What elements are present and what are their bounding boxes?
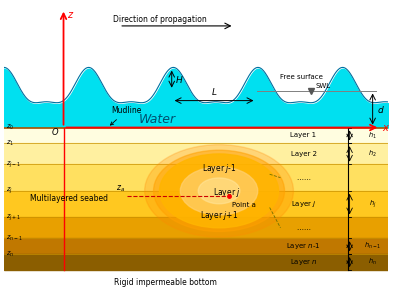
Ellipse shape bbox=[160, 154, 278, 228]
Text: Water: Water bbox=[139, 113, 176, 126]
Text: Point a: Point a bbox=[232, 202, 256, 208]
Bar bbox=[4, 164, 388, 191]
Text: Direction of propagation: Direction of propagation bbox=[114, 15, 207, 24]
Text: Layer $n$: Layer $n$ bbox=[290, 257, 317, 267]
Text: Free surface: Free surface bbox=[280, 74, 323, 80]
Text: $O$: $O$ bbox=[52, 126, 60, 138]
Bar bbox=[4, 128, 388, 143]
Text: $z_0$: $z_0$ bbox=[6, 123, 14, 132]
Text: $z_j$: $z_j$ bbox=[6, 186, 13, 196]
Text: $h_n$: $h_n$ bbox=[368, 257, 377, 267]
Bar bbox=[4, 238, 388, 254]
Text: Layer $j$: Layer $j$ bbox=[213, 186, 241, 199]
Text: $d$: $d$ bbox=[377, 104, 385, 114]
Text: Mudline: Mudline bbox=[110, 106, 142, 125]
Bar bbox=[4, 254, 388, 270]
Bar bbox=[4, 143, 388, 164]
Text: $x$: $x$ bbox=[382, 123, 390, 133]
Text: $\cdots\cdots$: $\cdots\cdots$ bbox=[296, 175, 311, 181]
Text: Layer $j$+1: Layer $j$+1 bbox=[200, 209, 238, 223]
Text: Layer $j$: Layer $j$ bbox=[291, 199, 316, 209]
Bar bbox=[4, 191, 388, 217]
Ellipse shape bbox=[198, 178, 240, 204]
Text: SWL: SWL bbox=[316, 83, 331, 89]
Text: Layer $j$-1: Layer $j$-1 bbox=[202, 162, 236, 175]
Text: $H$: $H$ bbox=[175, 74, 183, 85]
Text: Layer 1: Layer 1 bbox=[290, 133, 316, 138]
Text: $z_{j+1}$: $z_{j+1}$ bbox=[6, 212, 21, 223]
Bar bbox=[4, 217, 388, 238]
Text: $z_a$: $z_a$ bbox=[116, 183, 125, 194]
Text: $z_1$: $z_1$ bbox=[6, 139, 14, 148]
Text: $h_1$: $h_1$ bbox=[368, 130, 377, 140]
Text: $L$: $L$ bbox=[211, 86, 217, 97]
Text: Layer 2: Layer 2 bbox=[290, 151, 316, 157]
Text: Multilayered seabed: Multilayered seabed bbox=[30, 194, 108, 203]
Ellipse shape bbox=[145, 145, 294, 237]
Ellipse shape bbox=[154, 150, 284, 232]
Text: $z$: $z$ bbox=[66, 10, 74, 20]
Text: $h_2$: $h_2$ bbox=[368, 149, 377, 159]
Text: $z_{n-1}$: $z_{n-1}$ bbox=[6, 234, 23, 243]
Text: Layer $n$-1: Layer $n$-1 bbox=[286, 241, 321, 251]
Text: $\cdots\cdots$: $\cdots\cdots$ bbox=[296, 225, 311, 231]
Text: $z_{j-1}$: $z_{j-1}$ bbox=[6, 159, 21, 170]
Text: $z_n$: $z_n$ bbox=[6, 250, 14, 259]
Text: $h_j$: $h_j$ bbox=[369, 198, 376, 210]
Text: $h_{n-1}$: $h_{n-1}$ bbox=[364, 241, 381, 251]
Text: Rigid impermeable bottom: Rigid impermeable bottom bbox=[114, 279, 217, 288]
Ellipse shape bbox=[180, 167, 258, 215]
